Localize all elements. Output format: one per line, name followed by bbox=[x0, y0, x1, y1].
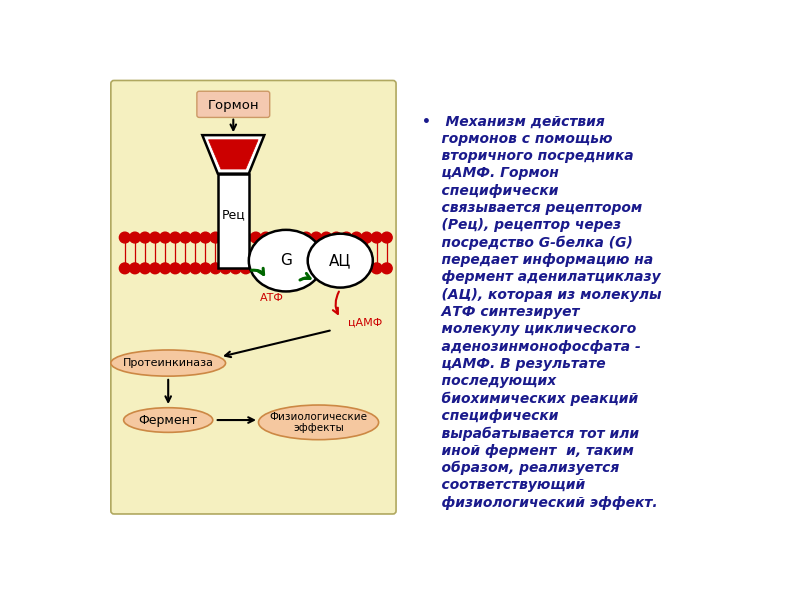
Circle shape bbox=[341, 263, 352, 274]
Polygon shape bbox=[218, 173, 249, 268]
Circle shape bbox=[331, 232, 342, 243]
Circle shape bbox=[160, 263, 170, 274]
Circle shape bbox=[371, 232, 382, 243]
Text: цАМФ. Гормон: цАМФ. Гормон bbox=[422, 166, 558, 181]
Text: фермент аденилатциклазу: фермент аденилатциклазу bbox=[422, 270, 660, 284]
Text: посредство G-белка (G): посредство G-белка (G) bbox=[422, 236, 633, 250]
Text: АТФ: АТФ bbox=[260, 293, 284, 304]
Circle shape bbox=[382, 263, 392, 274]
Text: Фермент: Фермент bbox=[138, 413, 198, 427]
Circle shape bbox=[310, 232, 322, 243]
Circle shape bbox=[341, 232, 352, 243]
Circle shape bbox=[180, 232, 190, 243]
Text: аденозинмонофосфата -: аденозинмонофосфата - bbox=[422, 340, 640, 353]
Polygon shape bbox=[209, 140, 258, 169]
Text: специфически: специфически bbox=[422, 184, 558, 197]
Circle shape bbox=[290, 232, 302, 243]
Ellipse shape bbox=[308, 233, 373, 287]
Circle shape bbox=[261, 232, 271, 243]
Text: вторичного посредника: вторичного посредника bbox=[422, 149, 634, 163]
Circle shape bbox=[371, 263, 382, 274]
Ellipse shape bbox=[124, 408, 213, 433]
Circle shape bbox=[190, 232, 201, 243]
Circle shape bbox=[150, 263, 161, 274]
Circle shape bbox=[160, 232, 170, 243]
Circle shape bbox=[210, 232, 221, 243]
Circle shape bbox=[130, 263, 140, 274]
Circle shape bbox=[180, 263, 190, 274]
Circle shape bbox=[261, 263, 271, 274]
Circle shape bbox=[331, 263, 342, 274]
Circle shape bbox=[321, 232, 332, 243]
Circle shape bbox=[270, 232, 282, 243]
Text: АТФ синтезирует: АТФ синтезирует bbox=[422, 305, 579, 319]
FancyBboxPatch shape bbox=[197, 91, 270, 118]
Text: соответствующий: соответствующий bbox=[422, 478, 585, 492]
Text: Протеинкиназа: Протеинкиназа bbox=[122, 358, 214, 368]
Circle shape bbox=[270, 263, 282, 274]
Polygon shape bbox=[202, 135, 264, 173]
Text: цАМФ: цАМФ bbox=[348, 317, 382, 327]
Circle shape bbox=[301, 232, 311, 243]
Text: •   Механизм действия: • Механизм действия bbox=[422, 115, 604, 128]
Circle shape bbox=[170, 263, 181, 274]
Ellipse shape bbox=[249, 230, 323, 292]
Circle shape bbox=[361, 263, 372, 274]
Circle shape bbox=[382, 232, 392, 243]
Circle shape bbox=[310, 263, 322, 274]
Circle shape bbox=[250, 232, 261, 243]
Circle shape bbox=[301, 263, 311, 274]
Circle shape bbox=[250, 263, 261, 274]
Text: молекулу циклического: молекулу циклического bbox=[422, 322, 636, 336]
Text: передает информацию на: передает информацию на bbox=[422, 253, 653, 267]
Text: Рец: Рец bbox=[222, 208, 245, 221]
Text: связывается рецептором: связывается рецептором bbox=[422, 201, 642, 215]
Text: последующих: последующих bbox=[422, 374, 556, 388]
Circle shape bbox=[190, 263, 201, 274]
Circle shape bbox=[150, 232, 161, 243]
Text: G: G bbox=[280, 253, 292, 268]
Text: цАМФ. В результате: цАМФ. В результате bbox=[422, 357, 606, 371]
Ellipse shape bbox=[258, 405, 378, 440]
Circle shape bbox=[351, 232, 362, 243]
Circle shape bbox=[240, 232, 251, 243]
Text: физиологический эффект.: физиологический эффект. bbox=[422, 496, 658, 509]
Text: Физиологические
эффекты: Физиологические эффекты bbox=[270, 412, 367, 433]
Text: образом, реализуется: образом, реализуется bbox=[422, 461, 619, 475]
Circle shape bbox=[220, 263, 231, 274]
Circle shape bbox=[281, 232, 291, 243]
FancyBboxPatch shape bbox=[111, 80, 396, 514]
Circle shape bbox=[200, 263, 211, 274]
Circle shape bbox=[361, 232, 372, 243]
Circle shape bbox=[230, 263, 241, 274]
Circle shape bbox=[170, 232, 181, 243]
Circle shape bbox=[240, 263, 251, 274]
Circle shape bbox=[139, 232, 150, 243]
Circle shape bbox=[351, 263, 362, 274]
Circle shape bbox=[119, 263, 130, 274]
Circle shape bbox=[200, 232, 211, 243]
Text: специфически: специфически bbox=[422, 409, 558, 423]
Circle shape bbox=[230, 232, 241, 243]
Text: вырабатывается тот или: вырабатывается тот или bbox=[422, 426, 638, 440]
Circle shape bbox=[290, 263, 302, 274]
Text: (АЦ), которая из молекулы: (АЦ), которая из молекулы bbox=[422, 287, 661, 302]
Text: иной фермент  и, таким: иной фермент и, таким bbox=[422, 443, 634, 458]
Text: гормонов с помощью: гормонов с помощью bbox=[422, 131, 612, 146]
Text: АЦ: АЦ bbox=[329, 253, 351, 268]
Circle shape bbox=[130, 232, 140, 243]
Ellipse shape bbox=[111, 350, 226, 376]
Circle shape bbox=[220, 232, 231, 243]
Circle shape bbox=[321, 263, 332, 274]
Text: (Рец), рецептор через: (Рец), рецептор через bbox=[422, 218, 621, 232]
Circle shape bbox=[119, 232, 130, 243]
Circle shape bbox=[210, 263, 221, 274]
Text: Гормон: Гормон bbox=[207, 100, 259, 112]
Circle shape bbox=[139, 263, 150, 274]
Text: биохимических реакций: биохимических реакций bbox=[422, 392, 638, 406]
Circle shape bbox=[281, 263, 291, 274]
